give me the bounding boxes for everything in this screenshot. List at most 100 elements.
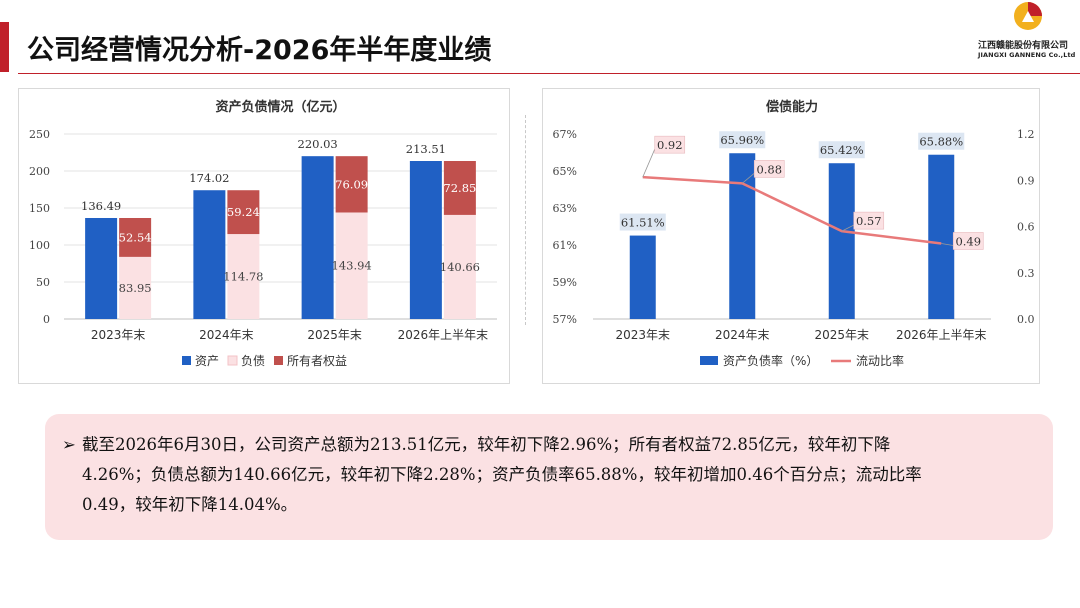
page-title: 公司经营情况分析-2026年半年度业绩 bbox=[27, 35, 492, 66]
y2-tick-label: 1.2 bbox=[1017, 128, 1035, 141]
y-tick-label: 50 bbox=[36, 276, 50, 289]
bar-asset bbox=[409, 161, 442, 319]
data-label-box-debt-ratio bbox=[818, 141, 865, 159]
solvency-chart: 偿债能力 57% 59% 61% 63% 65% 67% 0.0 0.3 0.6 0.9 1.2 61.… bbox=[553, 99, 1035, 368]
y-tick-label: 63% bbox=[553, 202, 577, 215]
data-label-asset: 220.03 bbox=[298, 137, 338, 151]
bar-asset bbox=[85, 217, 118, 319]
leader-line bbox=[941, 243, 954, 246]
legend-swatch bbox=[700, 356, 718, 365]
y-tick-label: 65% bbox=[553, 165, 577, 178]
data-label-debt-ratio: 61.51% bbox=[621, 216, 665, 230]
y2-tick-label: 0.6 bbox=[1017, 221, 1035, 234]
company-logo-icon bbox=[1014, 2, 1042, 30]
x-tick-label: 2025年末 bbox=[307, 328, 362, 342]
bar-liability bbox=[335, 212, 368, 319]
y-tick-label: 250 bbox=[29, 128, 50, 141]
legend-swatch bbox=[227, 355, 238, 366]
line-current-ratio bbox=[642, 175, 942, 245]
arrow-bullet-icon: ➢ bbox=[62, 435, 76, 454]
bar-equity bbox=[119, 217, 152, 257]
panel-divider bbox=[525, 115, 526, 325]
x-tick-label: 2026年上半年末 bbox=[896, 328, 987, 342]
data-label-equity: 59.24 bbox=[227, 205, 260, 219]
legend-label: 资产 bbox=[195, 354, 219, 368]
data-label-box-debt-ratio bbox=[619, 213, 666, 231]
x-tick-label: 2024年末 bbox=[715, 328, 770, 342]
data-label-box-current-ratio bbox=[654, 135, 686, 154]
legend-label: 资产负债率（%） bbox=[723, 353, 818, 368]
y-tick-label: 59% bbox=[553, 276, 577, 289]
legend-label: 负债 bbox=[241, 354, 265, 368]
balance-chart-panel: 资产负债情况（亿元） 0 50 100 150 200 250 136.49 83.95 52.5… bbox=[18, 88, 510, 384]
data-label-debt-ratio: 65.42% bbox=[820, 143, 864, 157]
data-label-debt-ratio: 65.88% bbox=[919, 135, 963, 149]
y-tick-label: 67% bbox=[553, 128, 577, 141]
x-tick-label: 2024年末 bbox=[199, 328, 254, 342]
data-label-equity: 76.09 bbox=[335, 177, 368, 191]
bar-equity bbox=[335, 156, 368, 213]
title-accent-bar bbox=[0, 22, 9, 72]
bar-equity bbox=[227, 190, 260, 235]
bar-debt-ratio bbox=[729, 153, 756, 319]
data-label-asset: 213.51 bbox=[406, 142, 446, 156]
x-tick-label: 2023年末 bbox=[615, 328, 670, 342]
data-label-box-debt-ratio bbox=[719, 131, 766, 149]
solvency-chart-panel: 偿债能力 57% 59% 61% 63% 65% 67% 0.0 0.3 0.6 0.9 1.2 61.… bbox=[542, 88, 1040, 384]
bar-liability bbox=[119, 256, 152, 319]
bar-asset bbox=[301, 156, 334, 319]
legend-swatch bbox=[274, 356, 283, 365]
data-label-equity: 52.54 bbox=[119, 230, 152, 244]
data-label-debt-ratio: 65.96% bbox=[720, 133, 764, 147]
data-label-box-current-ratio bbox=[753, 160, 785, 178]
leader-line bbox=[841, 224, 854, 232]
y-tick-label: 150 bbox=[29, 202, 50, 215]
data-label-box-current-ratio bbox=[853, 211, 885, 230]
data-label-current-ratio: 0.88 bbox=[756, 162, 782, 176]
company-name-cn: 江西赣能股份有限公司 bbox=[978, 41, 1069, 51]
summary-box: ➢ 截至2026年6月30日，公司资产总额为213.51亿元，较年初下降2.96%… bbox=[45, 414, 1053, 540]
y-tick-label: 57% bbox=[553, 313, 577, 326]
summary-line-2: 4.26%；负债总额为140.66亿元，较年初下降2.28%；资产负债率65.8… bbox=[82, 465, 922, 484]
title-underline bbox=[18, 73, 1080, 74]
bar-asset bbox=[193, 190, 226, 319]
data-label-box-current-ratio bbox=[952, 232, 984, 250]
leader-line bbox=[642, 149, 656, 178]
y-tick-label: 200 bbox=[29, 165, 50, 178]
bar-debt-ratio bbox=[629, 235, 656, 319]
data-label-equity: 72.85 bbox=[443, 181, 476, 195]
y-tick-label: 100 bbox=[29, 239, 50, 252]
data-label-liability: 143.94 bbox=[332, 259, 372, 273]
data-label-current-ratio: 0.92 bbox=[657, 138, 683, 152]
y-tick-label: 0 bbox=[43, 313, 50, 326]
leader-line bbox=[741, 173, 755, 184]
x-tick-label: 2023年末 bbox=[91, 328, 146, 342]
bar-liability bbox=[443, 214, 476, 319]
data-label-liability: 83.95 bbox=[119, 281, 152, 295]
data-label-liability: 140.66 bbox=[440, 260, 480, 274]
data-label-current-ratio: 0.49 bbox=[955, 234, 981, 248]
summary-text: ➢ 截至2026年6月30日，公司资产总额为213.51亿元，较年初下降2.96%… bbox=[62, 430, 1052, 520]
legend-swatch bbox=[182, 356, 191, 365]
data-label-current-ratio: 0.57 bbox=[856, 214, 882, 228]
y2-tick-label: 0.3 bbox=[1017, 267, 1035, 280]
bar-liability bbox=[227, 234, 260, 319]
legend-label: 流动比率 bbox=[856, 353, 904, 368]
bar-equity bbox=[443, 161, 476, 215]
y2-tick-label: 0.0 bbox=[1017, 313, 1035, 326]
x-tick-label: 2025年末 bbox=[814, 328, 869, 342]
summary-line-1: 截至2026年6月30日，公司资产总额为213.51亿元，较年初下降2.96%；… bbox=[82, 435, 891, 454]
x-tick-label: 2026年上半年末 bbox=[398, 328, 489, 342]
chart-title: 偿债能力 bbox=[766, 99, 818, 115]
chart-title: 资产负债情况（亿元） bbox=[215, 99, 345, 115]
data-label-liability: 114.78 bbox=[223, 270, 263, 284]
data-label-box-debt-ratio bbox=[918, 132, 965, 150]
company-name-en: JIANGXI GANNENG Co.,Ltd bbox=[978, 51, 1076, 59]
bar-debt-ratio bbox=[928, 154, 955, 319]
balance-chart: 资产负债情况（亿元） 0 50 100 150 200 250 136.49 83.95 52.5… bbox=[29, 99, 497, 368]
data-label-asset: 136.49 bbox=[81, 199, 121, 213]
data-label-asset: 174.02 bbox=[189, 171, 229, 185]
summary-line-3: 0.49，较年初下降14.04%。 bbox=[82, 495, 298, 514]
bar-debt-ratio bbox=[828, 163, 855, 319]
y2-tick-label: 0.9 bbox=[1017, 174, 1035, 187]
